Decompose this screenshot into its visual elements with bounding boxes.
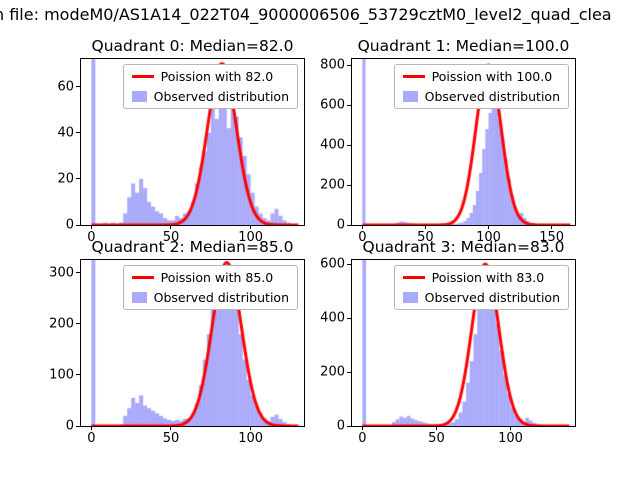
figure-title: n file: modeM0/AS1A14_022T04_9000006506_… xyxy=(0,5,612,24)
x-tick-mark xyxy=(510,426,512,430)
legend-entry-observed: Observed distribution xyxy=(131,89,289,104)
legend-entry-poisson: Poission with 83.0 xyxy=(402,270,560,285)
y-tick-label: 300 xyxy=(49,265,74,281)
legend-label-poisson: Poission with 82.0 xyxy=(160,69,274,84)
x-tick-mark xyxy=(551,225,553,229)
legend-entry-poisson: Poission with 100.0 xyxy=(402,69,560,84)
x-tick-label: 0 xyxy=(87,230,96,245)
y-tick-mark xyxy=(347,64,351,66)
y-tick-label: 200 xyxy=(49,316,74,332)
x-tick-mark xyxy=(170,225,172,229)
observed-patch-swatch xyxy=(131,91,147,102)
y-tick-label: 0 xyxy=(336,418,345,434)
y-tick-mark xyxy=(347,224,351,226)
y-tick-label: 200 xyxy=(320,177,345,193)
subplot-title-q1: Quadrant 1: Median=100.0 xyxy=(357,37,570,55)
poisson-line-swatch xyxy=(131,276,154,279)
y-tick-label: 800 xyxy=(320,57,345,73)
x-tick-mark xyxy=(361,225,363,229)
y-tick-label: 60 xyxy=(57,79,74,95)
poisson-line-swatch xyxy=(402,276,425,279)
x-tick-label: 50 xyxy=(417,230,434,245)
y-tick-mark xyxy=(76,178,80,180)
legend-label-observed: Observed distribution xyxy=(424,89,560,104)
legend-entry-observed: Observed distribution xyxy=(402,290,560,305)
y-tick-mark xyxy=(76,323,80,325)
y-tick-label: 400 xyxy=(320,137,345,153)
poisson-line-swatch xyxy=(402,75,425,78)
legend-label-observed: Observed distribution xyxy=(153,290,289,305)
observed-patch-swatch xyxy=(402,91,418,102)
x-tick-mark xyxy=(250,426,252,430)
y-tick-mark xyxy=(347,184,351,186)
legend-label-poisson: Poission with 85.0 xyxy=(160,270,274,285)
x-tick-label: 100 xyxy=(498,431,523,446)
x-tick-label: 0 xyxy=(87,431,96,446)
x-tick-mark xyxy=(361,426,363,430)
subplot-title-q0: Quadrant 0: Median=82.0 xyxy=(91,37,294,55)
subplot-quadrant-3: Quadrant 3: Median=83.0 Poission with 83… xyxy=(320,238,576,446)
legend-q2: Poission with 85.0 Observed distribution xyxy=(122,265,298,310)
y-tick-mark xyxy=(76,272,80,274)
subplot-quadrant-1: Quadrant 1: Median=100.0 Poission with 1… xyxy=(320,37,576,245)
y-tick-mark xyxy=(76,224,80,226)
y-tick-label: 400 xyxy=(320,310,345,326)
x-tick-mark xyxy=(488,225,490,229)
poisson-line-swatch xyxy=(131,75,154,78)
y-tick-label: 40 xyxy=(57,125,74,141)
x-tick-label: 100 xyxy=(238,230,264,245)
y-tick-mark xyxy=(76,86,80,88)
x-tick-mark xyxy=(435,426,437,430)
y-tick-label: 0 xyxy=(65,418,74,434)
y-tick-mark xyxy=(347,317,351,319)
legend-entry-observed: Observed distribution xyxy=(131,290,289,305)
subplot-quadrant-2: Quadrant 2: Median=85.0 Poission with 85… xyxy=(49,238,305,446)
x-tick-label: 50 xyxy=(162,431,180,446)
legend-label-poisson: Poission with 83.0 xyxy=(431,270,545,285)
legend-entry-poisson: Poission with 85.0 xyxy=(131,270,289,285)
legend-q0: Poission with 82.0 Observed distribution xyxy=(122,64,298,109)
observed-patch-swatch xyxy=(402,292,418,303)
y-tick-label: 20 xyxy=(57,171,74,187)
y-tick-label: 600 xyxy=(320,97,345,113)
y-tick-mark xyxy=(347,144,351,146)
y-tick-label: 0 xyxy=(336,217,345,233)
legend-q1: Poission with 100.0 Observed distributio… xyxy=(393,64,569,109)
x-tick-label: 50 xyxy=(162,230,180,245)
y-tick-mark xyxy=(347,104,351,106)
y-tick-mark xyxy=(347,371,351,373)
x-tick-label: 0 xyxy=(358,230,367,245)
x-tick-label: 0 xyxy=(358,431,367,446)
x-tick-mark xyxy=(170,426,172,430)
subplot-title-q2: Quadrant 2: Median=85.0 xyxy=(91,238,294,256)
subplot-title-q3: Quadrant 3: Median=83.0 xyxy=(362,238,565,256)
subplot-quadrant-0: Quadrant 0: Median=82.0 Poission with 82… xyxy=(57,37,305,245)
y-tick-mark xyxy=(347,425,351,427)
y-tick-mark xyxy=(347,263,351,265)
x-tick-label: 100 xyxy=(238,431,264,446)
legend-label-observed: Observed distribution xyxy=(424,290,560,305)
x-tick-mark xyxy=(424,225,426,229)
y-tick-label: 600 xyxy=(320,256,345,272)
legend-entry-poisson: Poission with 82.0 xyxy=(131,69,289,84)
legend-q3: Poission with 83.0 Observed distribution xyxy=(393,265,569,310)
x-tick-label: 50 xyxy=(428,431,445,446)
x-tick-mark xyxy=(90,225,92,229)
x-tick-label: 100 xyxy=(476,230,501,245)
y-tick-label: 0 xyxy=(65,217,74,233)
observed-patch-swatch xyxy=(131,292,147,303)
legend-entry-observed: Observed distribution xyxy=(402,89,560,104)
x-tick-label: 150 xyxy=(539,230,565,245)
y-tick-mark xyxy=(76,425,80,427)
y-tick-label: 200 xyxy=(320,364,345,380)
legend-label-poisson: Poission with 100.0 xyxy=(431,69,553,84)
x-tick-mark xyxy=(90,426,92,430)
y-tick-mark xyxy=(76,132,80,134)
x-tick-mark xyxy=(250,225,252,229)
y-tick-label: 100 xyxy=(49,367,74,383)
y-tick-mark xyxy=(76,374,80,376)
legend-label-observed: Observed distribution xyxy=(153,89,289,104)
